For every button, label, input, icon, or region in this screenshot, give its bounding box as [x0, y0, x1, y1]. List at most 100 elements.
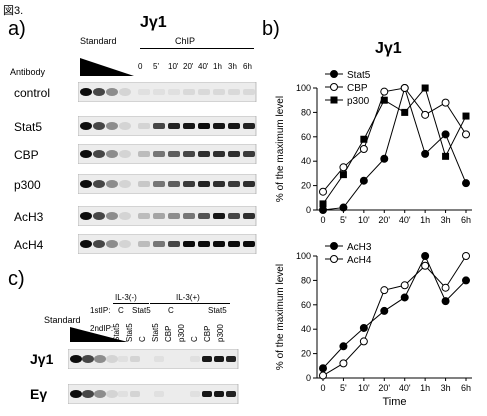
chip-band — [213, 151, 225, 157]
data-point — [380, 154, 389, 163]
legend-label: CBP — [347, 83, 368, 94]
standard-band — [80, 180, 92, 188]
chip-timepoints: 0 5' 10' 20' 40' 1h 3h 6h — [138, 62, 258, 74]
il3-plus-bracket — [150, 303, 230, 304]
y-axis-label: % of the maximum level — [275, 264, 286, 370]
c-standard-band — [94, 355, 106, 363]
standard-band — [106, 180, 118, 188]
chip-band — [243, 151, 255, 157]
c-lane-band — [202, 356, 212, 362]
chip-timepoint: 6h — [243, 62, 252, 71]
y-tick-label: 40 — [301, 324, 311, 334]
x-tick-label: 0 — [320, 215, 325, 225]
c-standard-band — [82, 390, 94, 398]
legend-marker — [330, 96, 338, 104]
panel-b-title: Jγ1 — [375, 40, 402, 57]
data-point — [380, 87, 389, 96]
data-point — [462, 252, 470, 260]
chip-band — [213, 181, 225, 187]
c-lane-band — [190, 391, 200, 397]
blot-row-label: p300 — [14, 178, 41, 192]
blot-row-label: CBP — [14, 148, 39, 162]
c-lane-band — [202, 391, 212, 397]
chip-band — [168, 181, 180, 187]
chip-timepoint: 0 — [138, 62, 143, 71]
blot-strip — [78, 116, 257, 136]
chip-band — [138, 89, 150, 95]
x-tick-label: 6h — [461, 383, 471, 393]
standard-band — [93, 150, 105, 158]
series-line — [322, 255, 467, 376]
chip-band — [228, 151, 240, 157]
data-point — [319, 187, 327, 196]
c-lane-band — [226, 391, 236, 397]
blot-strip — [78, 234, 257, 254]
panel-a-title: Jγ1 — [140, 14, 167, 31]
data-point — [339, 203, 348, 212]
legend-label: Stat5 — [347, 70, 371, 81]
antibody-label: Antibody — [10, 67, 46, 77]
data-point — [359, 176, 368, 185]
c-standard-wedge — [70, 327, 128, 342]
standard-band — [80, 122, 92, 130]
x-tick-label: 5' — [340, 383, 347, 393]
y-tick-label: 20 — [301, 349, 311, 359]
standard-band — [119, 240, 131, 248]
standard-band — [80, 88, 92, 96]
standard-band — [80, 212, 92, 220]
blot-row-label: AcH4 — [14, 238, 44, 252]
data-point — [462, 179, 470, 188]
chip-band — [228, 241, 240, 247]
data-point — [339, 359, 348, 368]
chip-band — [198, 213, 210, 219]
second-ip-value: Stat5 — [151, 323, 160, 342]
standard-band — [106, 88, 118, 96]
data-point — [441, 98, 450, 107]
chip-band — [198, 241, 210, 247]
x-tick-label: 10' — [358, 383, 370, 393]
legend-marker — [330, 70, 338, 78]
chip-timepoint: 3h — [228, 62, 237, 71]
x-tick-label: 20' — [378, 215, 390, 225]
data-point — [339, 171, 347, 179]
x-tick-label: 20' — [378, 383, 390, 393]
blot-strip — [78, 206, 257, 226]
standard-band — [106, 212, 118, 220]
blot-row-label: control — [14, 86, 51, 100]
chip-band — [243, 241, 255, 247]
chip-label: ChIP — [175, 36, 196, 46]
il3-minus-bracket — [113, 303, 149, 304]
chip-band — [228, 123, 240, 129]
chip-band — [243, 123, 255, 129]
chip-band — [138, 213, 150, 219]
data-point — [380, 286, 389, 295]
blot-row-label: AcH3 — [14, 210, 44, 224]
data-point — [441, 297, 450, 306]
second-ip-value: CBP — [164, 325, 173, 342]
chip-band — [183, 89, 195, 95]
blot-strip — [78, 144, 257, 164]
first-ip-value: C — [168, 306, 174, 315]
x-tick-label: 0 — [320, 383, 325, 393]
chip-band — [153, 181, 165, 187]
blot-strip — [78, 82, 257, 102]
standard-band — [106, 122, 118, 130]
chip-band — [168, 151, 180, 157]
first-ip-label: 1stIP: — [90, 306, 111, 315]
c-lane-band — [226, 356, 236, 362]
c-lane-band — [190, 356, 200, 362]
c-row-label: Jγ1 — [30, 351, 54, 367]
c-standard-label: Standard — [44, 315, 81, 325]
chip-band — [168, 213, 180, 219]
second-ip-value: C — [190, 336, 199, 342]
c-lane-band — [154, 356, 164, 362]
data-point — [462, 276, 470, 285]
chip-band — [243, 213, 255, 219]
chip-band — [153, 241, 165, 247]
x-tick-label: 40' — [399, 383, 411, 393]
chip-timepoint: 5' — [153, 62, 159, 71]
data-point — [462, 112, 470, 120]
data-point — [400, 84, 409, 92]
y-tick-label: 60 — [301, 132, 311, 142]
chip-band — [153, 123, 165, 129]
